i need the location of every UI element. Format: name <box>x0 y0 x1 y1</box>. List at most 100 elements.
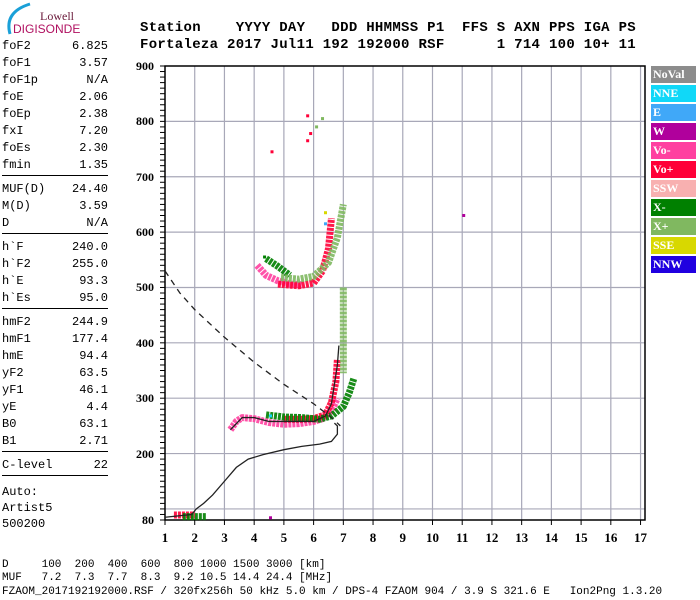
param-name: fxI <box>2 124 24 138</box>
param-value: 2.71 <box>79 434 108 448</box>
autoscaling-info: Auto: Artist5 500200 <box>2 484 52 532</box>
param-value: 3.59 <box>79 199 108 213</box>
param-name: fmin <box>2 158 31 172</box>
param-name: h`E <box>2 274 24 288</box>
param-name: foEs <box>2 141 31 155</box>
param-value: 46.1 <box>79 383 108 397</box>
param-value: 244.9 <box>71 315 108 329</box>
x-tick-label: 13 <box>515 530 529 545</box>
header-labels: Station YYYY DAY DDD HHMMSS P1 FFS S AXN… <box>140 20 636 36</box>
separator <box>2 175 108 176</box>
param-name: B0 <box>2 417 17 431</box>
param-fmin: fmin 1.35 <box>2 157 108 173</box>
param-value: 94.4 <box>79 349 108 363</box>
echo-point <box>323 211 327 215</box>
y-tick-label: 900 <box>136 59 154 73</box>
legend-item-nnw: NNW <box>651 256 696 273</box>
param-name: hmF2 <box>2 315 31 329</box>
x-tick-label: 7 <box>340 530 347 545</box>
param-md: M(D) 3.59 <box>2 198 108 214</box>
param-foe: foE 2.06 <box>2 89 108 105</box>
muf-curve <box>164 270 341 427</box>
param-name: M(D) <box>2 199 31 213</box>
echo-trace <box>280 203 347 283</box>
param-value: 2.30 <box>79 141 108 155</box>
echo-point <box>270 150 274 154</box>
digisonde-logo: Lowell DIGISONDE <box>0 0 100 37</box>
param-value: 2.38 <box>79 107 108 121</box>
x-tick-label: 17 <box>634 530 648 545</box>
x-tick-label: 2 <box>191 530 198 545</box>
x-tick-label: 8 <box>369 530 377 545</box>
param-value: 255.0 <box>71 257 108 271</box>
param-b1: B1 2.71 <box>2 433 108 449</box>
param-value: 63.5 <box>79 366 108 380</box>
legend-item-noval: NoVal <box>651 66 696 83</box>
echo-point <box>306 139 310 143</box>
separator <box>2 475 108 476</box>
legend-item-vominus: Vo- <box>651 142 696 159</box>
separator <box>2 308 108 309</box>
param-value: 1.35 <box>79 158 108 172</box>
param-hf2: h`F2 255.0 <box>2 256 108 272</box>
electron-density-profile <box>164 422 339 518</box>
param-value: 95.0 <box>79 291 108 305</box>
param-ye: yE 4.4 <box>2 399 108 415</box>
echo-trace <box>265 377 358 423</box>
param-value: 93.3 <box>79 274 108 288</box>
y-tick-label: 600 <box>136 225 154 240</box>
echo-point <box>269 414 273 418</box>
param-value: 6.825 <box>71 39 108 53</box>
file-info: FZAOM_2017192192000.RSF / 320fx256h 50 k… <box>2 586 663 598</box>
param-yf2: yF2 63.5 <box>2 365 108 381</box>
param-value: 240.0 <box>71 240 108 254</box>
param-clevel: C-level 22 <box>2 457 108 473</box>
param-name: h`F2 <box>2 257 31 271</box>
x-tick-label: 1 <box>161 530 169 545</box>
echo-point <box>306 114 310 118</box>
separator <box>2 451 108 452</box>
x-tick-label: 12 <box>485 530 499 545</box>
y-tick-label: 500 <box>136 280 154 295</box>
x-tick-label: 11 <box>456 530 469 545</box>
param-name: h`Es <box>2 291 31 305</box>
x-tick-label: 4 <box>250 530 258 545</box>
echo-point <box>462 213 466 217</box>
param-hf: h`F 240.0 <box>2 239 108 255</box>
param-name: foF1 <box>2 56 31 70</box>
param-value: 2.06 <box>79 90 108 104</box>
param-value: N/A <box>86 216 108 230</box>
param-fof2: foF2 6.825 <box>2 38 108 54</box>
echo-point <box>321 117 325 121</box>
param-value: 63.1 <box>79 417 108 431</box>
x-tick-label: 15 <box>574 530 588 545</box>
param-value: N/A <box>86 73 108 87</box>
ionogram-plot <box>160 65 646 525</box>
o-trace-fit-line <box>229 345 340 431</box>
param-name: h`F <box>2 240 24 254</box>
param-value: 24.40 <box>71 182 108 196</box>
header-values: Fortaleza 2017 Jul11 192 192000 RSF 1 71… <box>140 37 636 53</box>
param-foep: foEp 2.38 <box>2 106 108 122</box>
param-name: D <box>2 216 10 230</box>
y-tick-label: 800 <box>136 114 154 129</box>
echo-trace <box>254 262 302 289</box>
param-name: hmF1 <box>2 332 31 346</box>
artist-version: Artist5 <box>2 501 53 515</box>
legend-item-xplus: X+ <box>651 218 696 235</box>
legend-item-w: W <box>651 123 696 140</box>
distance-row: D 100 200 400 600 800 1000 1500 3000 [km… <box>2 559 326 571</box>
y-tick-label: 700 <box>136 169 154 184</box>
param-name: yE <box>2 400 17 414</box>
param-name: C-level <box>2 458 53 472</box>
param-yf1: yF1 46.1 <box>2 382 108 398</box>
x-tick-label: 16 <box>604 530 618 545</box>
param-hme: hmE 94.4 <box>2 348 108 364</box>
x-tick-label: 6 <box>310 530 317 545</box>
y-tick-label: 400 <box>136 335 154 350</box>
param-value: 22 <box>93 458 108 472</box>
echo-point <box>309 132 313 136</box>
param-name: foF1p <box>2 73 39 87</box>
param-name: foF2 <box>2 39 31 53</box>
param-fof1: foF1 3.57 <box>2 55 108 71</box>
